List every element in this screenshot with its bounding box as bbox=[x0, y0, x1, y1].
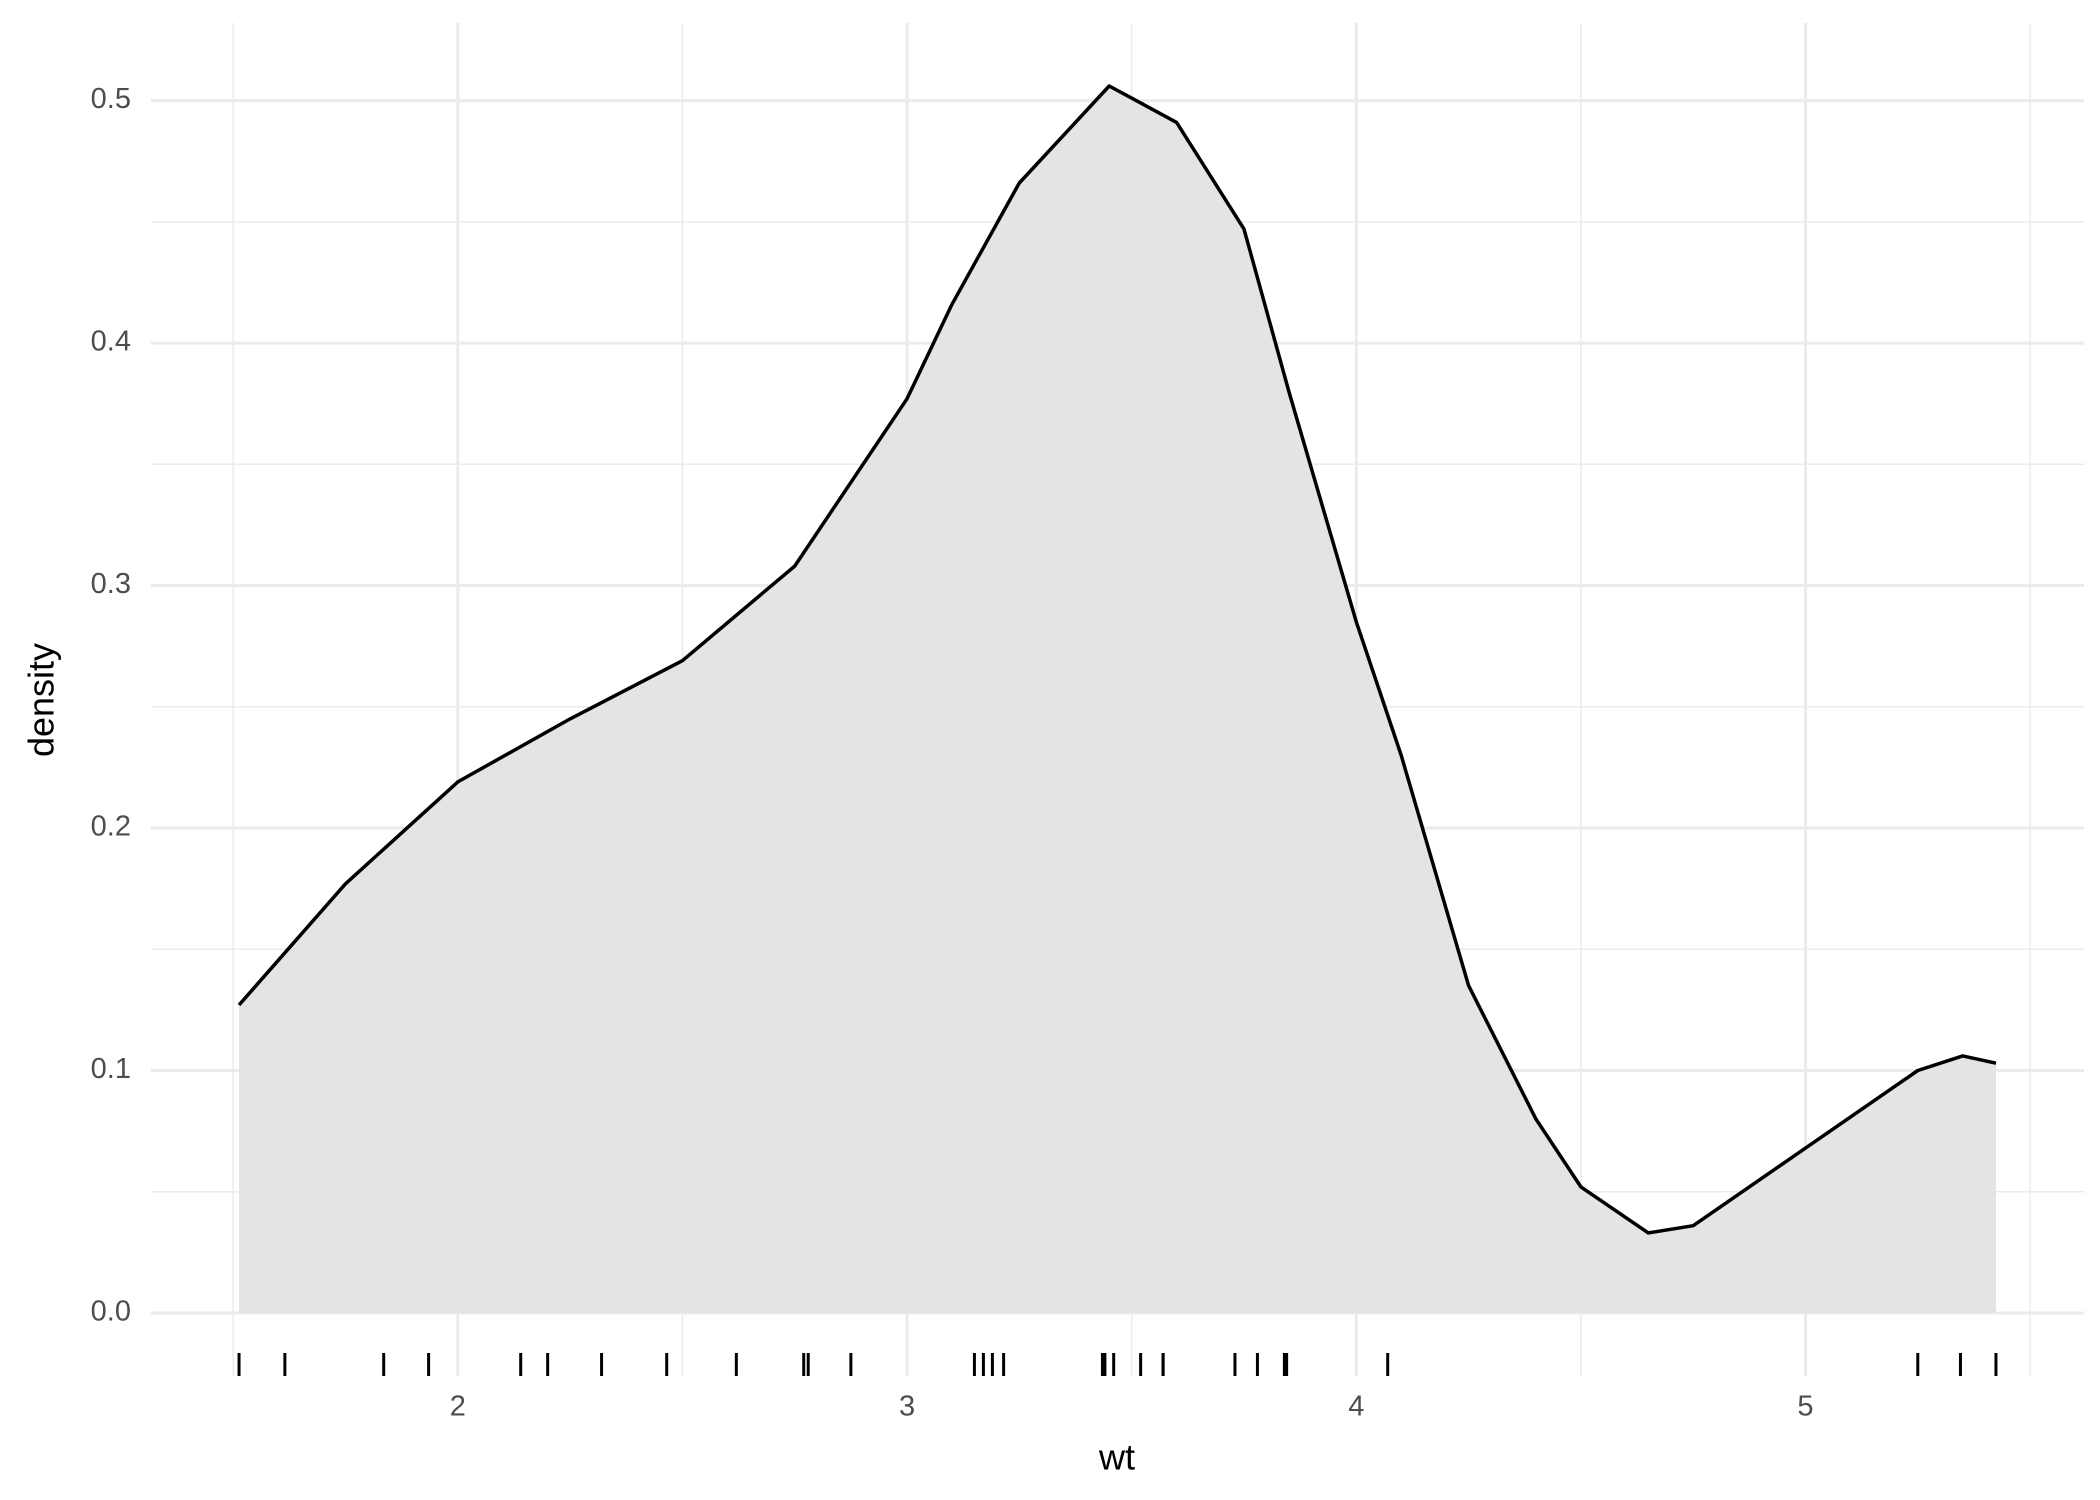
x-tick-label: 3 bbox=[899, 1391, 915, 1423]
x-tick-label: 4 bbox=[1348, 1391, 1364, 1423]
density-area bbox=[239, 86, 1996, 1313]
x-axis-title: wt bbox=[1098, 1437, 1135, 1478]
y-axis-title: density bbox=[21, 643, 62, 757]
y-tick-label: 0.3 bbox=[91, 568, 131, 600]
x-tick-label: 2 bbox=[450, 1391, 466, 1423]
y-tick-label: 0.5 bbox=[91, 83, 131, 115]
density-line bbox=[237, 84, 1997, 1235]
y-tick-label: 0.4 bbox=[91, 326, 131, 358]
y-tick-label: 0.2 bbox=[91, 811, 131, 843]
y-tick-label: 0.0 bbox=[91, 1296, 131, 1328]
y-tick-label: 0.1 bbox=[91, 1053, 131, 1085]
x-tick-label: 5 bbox=[1797, 1391, 1813, 1423]
